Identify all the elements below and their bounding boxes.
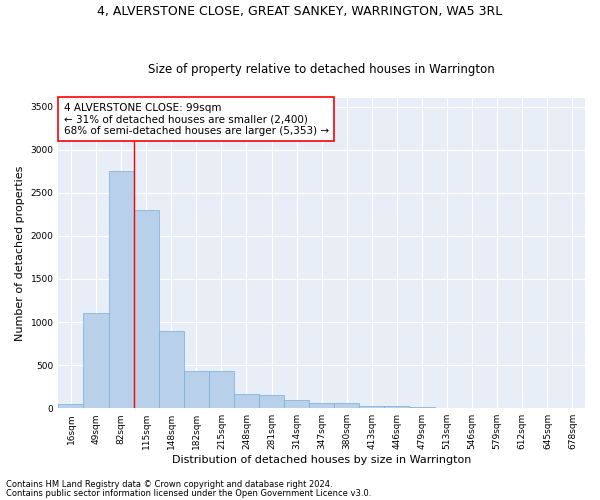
Bar	[184, 371, 209, 408]
Text: Contains HM Land Registry data © Crown copyright and database right 2024.: Contains HM Land Registry data © Crown c…	[6, 480, 332, 489]
Title: Size of property relative to detached houses in Warrington: Size of property relative to detached ho…	[148, 63, 495, 76]
Bar	[58, 404, 83, 408]
Text: 4, ALVERSTONE CLOSE, GREAT SANKEY, WARRINGTON, WA5 3RL: 4, ALVERSTONE CLOSE, GREAT SANKEY, WARRI…	[97, 5, 503, 18]
Bar	[134, 210, 159, 408]
Y-axis label: Number of detached properties: Number of detached properties	[15, 166, 25, 341]
Bar	[409, 407, 434, 408]
Bar	[284, 400, 309, 408]
Bar	[234, 394, 259, 408]
Bar	[385, 406, 409, 408]
Bar	[109, 171, 134, 408]
Text: 4 ALVERSTONE CLOSE: 99sqm
← 31% of detached houses are smaller (2,400)
68% of se: 4 ALVERSTONE CLOSE: 99sqm ← 31% of detac…	[64, 102, 329, 136]
Bar	[209, 371, 234, 408]
Bar	[83, 314, 109, 408]
Bar	[259, 395, 284, 408]
Bar	[334, 404, 359, 408]
X-axis label: Distribution of detached houses by size in Warrington: Distribution of detached houses by size …	[172, 455, 472, 465]
Bar	[359, 406, 385, 408]
Bar	[159, 330, 184, 408]
Text: Contains public sector information licensed under the Open Government Licence v3: Contains public sector information licen…	[6, 488, 371, 498]
Bar	[309, 403, 334, 408]
